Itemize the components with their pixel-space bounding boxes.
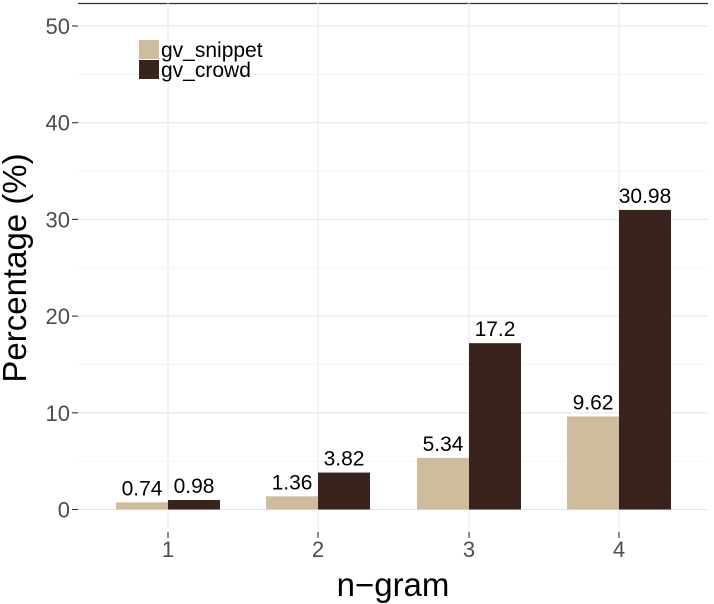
grid-lines — [78, 3, 708, 532]
y-axis-title: Percentage (%) — [0, 153, 33, 382]
legend: gv_snippet gv_crowd — [139, 39, 263, 82]
y-tick-label: 40 — [46, 111, 70, 136]
x-tick-label: 2 — [312, 537, 324, 562]
x-axis-title: n−gram — [337, 566, 450, 603]
bar-gv-snippet-3 — [417, 457, 469, 510]
data-label-gv-snippet-3: 5.34 — [423, 433, 464, 456]
y-tick-label: 0 — [58, 498, 70, 523]
x-tick-label: 4 — [613, 537, 625, 562]
bar-gv-snippet-4 — [567, 416, 619, 510]
data-label-gv-snippet-1: 0.74 — [122, 477, 163, 500]
bar-gv-crowd-4 — [619, 209, 671, 510]
legend-swatch-gv-snippet — [139, 40, 159, 59]
x-tick-label: 3 — [463, 537, 475, 562]
data-label-gv-snippet-4: 9.62 — [573, 391, 614, 414]
data-labels: 0.74 1.36 5.34 9.62 0.98 3.82 17.2 30.98 — [122, 185, 672, 500]
data-label-gv-crowd-4: 30.98 — [619, 185, 672, 208]
x-tick-label: 1 — [162, 537, 174, 562]
y-tick-label: 10 — [46, 401, 70, 426]
bar-gv-crowd-1 — [168, 500, 220, 510]
data-label-gv-crowd-3: 17.2 — [475, 318, 516, 341]
bar-gv-crowd-3 — [469, 343, 521, 510]
bar-gv-snippet-2 — [266, 496, 318, 510]
legend-swatch-gv-crowd — [139, 60, 159, 79]
bar-gv-crowd-2 — [318, 472, 370, 510]
data-label-gv-snippet-2: 1.36 — [272, 471, 313, 494]
bar-gv-snippet-1 — [116, 502, 168, 510]
data-label-gv-crowd-2: 3.82 — [324, 448, 365, 471]
data-label-gv-crowd-1: 0.98 — [174, 475, 215, 498]
y-axis-ticks: 0 10 20 30 40 50 — [46, 14, 78, 523]
x-axis-ticks: 1 2 3 4 — [162, 532, 625, 562]
y-tick-label: 20 — [46, 304, 70, 329]
legend-label-gv-snippet: gv_snippet — [161, 39, 263, 62]
y-tick-label: 50 — [46, 14, 70, 39]
y-tick-label: 30 — [46, 207, 70, 232]
bars — [116, 209, 671, 510]
legend-label-gv-crowd: gv_crowd — [161, 59, 251, 82]
